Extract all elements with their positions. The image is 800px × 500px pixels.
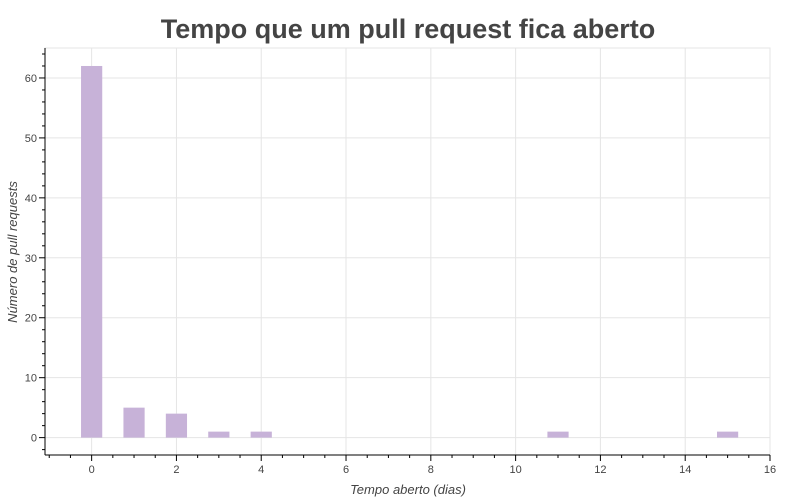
y-axis-label: Número de pull requests [5, 181, 20, 323]
bar-3 [208, 431, 230, 438]
bar-4 [250, 431, 272, 438]
x-tick-label: 10 [509, 464, 521, 476]
y-tick-label: 60 [25, 73, 37, 85]
x-tick-label: 6 [343, 464, 349, 476]
bar-11 [547, 431, 569, 438]
chart-title: Tempo que um pull request fica aberto [161, 14, 656, 44]
bar-2 [165, 413, 188, 438]
y-tick-label: 20 [25, 313, 37, 325]
grid-lines [44, 47, 771, 456]
plot-area [44, 47, 771, 456]
y-tick-label: 10 [25, 373, 37, 385]
x-tick-label: 0 [89, 464, 95, 476]
axes [39, 48, 771, 461]
bar-0 [81, 65, 103, 438]
x-tick-label: 12 [594, 464, 606, 476]
y-tick-label: 0 [31, 433, 37, 445]
y-tick-label: 30 [25, 253, 37, 265]
bar-1 [123, 407, 145, 438]
x-tick-label: 8 [428, 464, 434, 476]
y-tick-label: 50 [25, 133, 37, 145]
bars [81, 65, 739, 438]
x-tick-label: 14 [679, 464, 691, 476]
bar-15 [717, 431, 739, 438]
y-tick-label: 40 [25, 193, 37, 205]
x-tick-label: 16 [764, 464, 776, 476]
x-tick-label: 2 [173, 464, 179, 476]
tick-labels: 0 2 4 6 8 10 12 14 16 0 10 20 30 40 50 60 [25, 73, 776, 476]
x-axis-label: Tempo aberto (dias) [350, 482, 466, 497]
x-tick-label: 4 [258, 464, 264, 476]
